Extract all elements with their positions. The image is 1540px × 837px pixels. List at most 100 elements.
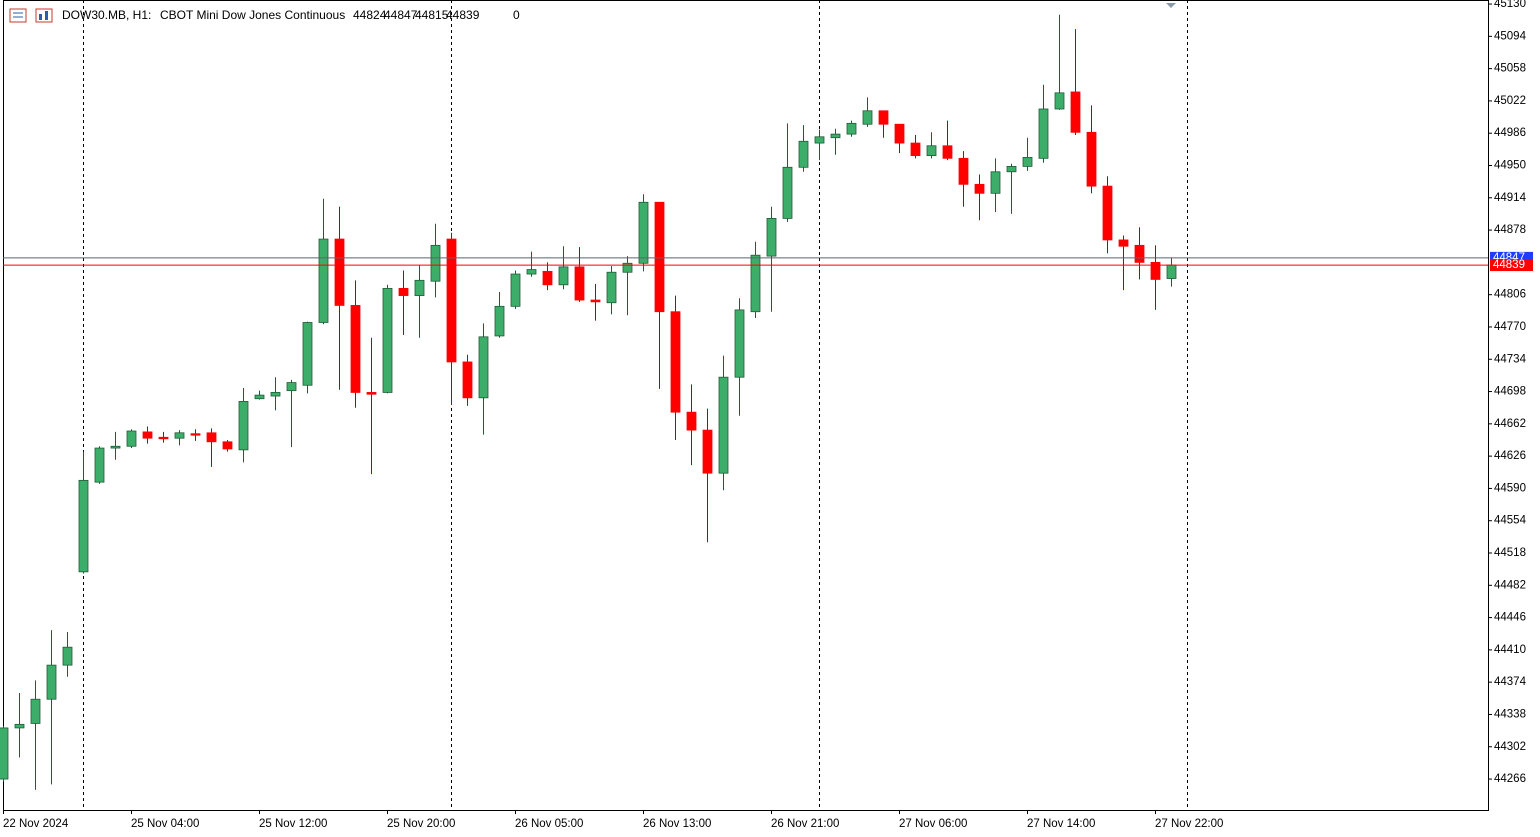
- candle-body: [558, 266, 569, 286]
- y-tick-label: 44806: [1494, 289, 1526, 301]
- candle-body: [334, 238, 345, 306]
- header-high: 44847: [384, 8, 418, 22]
- candle-body: [590, 299, 601, 303]
- y-tick-label: 44446: [1494, 612, 1526, 624]
- x-tick-label: 27 Nov 22:00: [1155, 818, 1223, 830]
- candle-body: [702, 429, 713, 474]
- candle-body: [958, 157, 969, 185]
- candle-body: [462, 361, 473, 399]
- candle-body: [174, 432, 185, 439]
- x-tick-label: 26 Nov 05:00: [515, 818, 583, 830]
- candle-body: [366, 392, 377, 395]
- icon: [39, 14, 42, 20]
- candle-body: [526, 269, 537, 275]
- y-tick-label: 44986: [1494, 127, 1526, 139]
- candle-body: [1006, 165, 1017, 173]
- x-tick-label: 27 Nov 14:00: [1027, 818, 1095, 830]
- candle-body: [1150, 261, 1161, 280]
- candle-body: [942, 145, 953, 159]
- bid-label: 44839: [1493, 259, 1525, 271]
- candle-body: [1070, 91, 1081, 133]
- candle-body: [782, 166, 793, 219]
- candle-body: [606, 271, 617, 304]
- candle-body: [894, 123, 905, 144]
- description: CBOT Mini Dow Jones Continuous: [160, 8, 345, 22]
- candle-body: [862, 110, 873, 125]
- candle-body: [1086, 131, 1097, 187]
- candle-body: [1166, 264, 1177, 279]
- candle-body: [158, 436, 169, 440]
- candle-body: [94, 447, 105, 483]
- candle-body: [1022, 157, 1033, 167]
- candle-body: [510, 273, 521, 307]
- candle-body: [0, 727, 9, 780]
- candle-body: [1102, 185, 1113, 241]
- candle-body: [750, 254, 761, 313]
- y-tick-label: 44482: [1494, 579, 1526, 591]
- candle-body: [718, 376, 729, 474]
- candle-body: [190, 433, 201, 436]
- x-tick-label: 25 Nov 20:00: [387, 818, 455, 830]
- candle-body: [238, 401, 249, 451]
- icon: [35, 8, 53, 23]
- candle-body: [990, 171, 1001, 194]
- candle-body: [382, 287, 393, 393]
- candle-body: [270, 392, 281, 397]
- y-tick-label: 44950: [1494, 160, 1526, 172]
- header-low: 44815: [415, 8, 449, 22]
- x-tick-label: 26 Nov 21:00: [771, 818, 839, 830]
- candle-body: [478, 336, 489, 399]
- icon: [45, 11, 48, 20]
- candle-body: [926, 145, 937, 157]
- candle-body: [910, 142, 921, 157]
- candle-body: [30, 698, 41, 724]
- candle-body: [126, 430, 137, 447]
- candle-body: [574, 266, 585, 301]
- candle-body: [286, 382, 297, 392]
- y-tick-label: 45022: [1494, 95, 1526, 107]
- candle-body: [1118, 239, 1129, 247]
- candle-body: [734, 309, 745, 378]
- y-tick-label: 44626: [1494, 450, 1526, 462]
- candle-body: [350, 305, 361, 393]
- candle-body: [830, 133, 841, 139]
- candle-body: [1054, 92, 1065, 110]
- y-tick-label: 44590: [1494, 482, 1526, 494]
- candle-body: [638, 201, 649, 264]
- candle-body: [670, 311, 681, 413]
- candle-body: [686, 411, 697, 431]
- header-open: 44824: [353, 8, 387, 22]
- x-tick-label: 22 Nov 2024: [3, 818, 69, 830]
- x-tick-label: 27 Nov 06:00: [899, 818, 967, 830]
- candle-body: [414, 279, 425, 296]
- candle-body: [206, 432, 217, 443]
- y-tick-label: 44878: [1494, 224, 1526, 236]
- icon: [9, 8, 27, 23]
- y-tick-label: 44698: [1494, 386, 1526, 398]
- y-tick-label: 44734: [1494, 353, 1527, 365]
- y-tick-label: 44302: [1494, 741, 1526, 753]
- candle-body: [798, 140, 809, 168]
- x-tick-label: 26 Nov 13:00: [643, 818, 711, 830]
- candle-body: [62, 646, 73, 666]
- candle-body: [222, 441, 233, 450]
- y-tick-label: 44662: [1494, 418, 1526, 430]
- x-tick-label: 25 Nov 12:00: [259, 818, 327, 830]
- candle-body: [14, 723, 25, 729]
- x-tick-label: 25 Nov 04:00: [131, 818, 199, 830]
- candle-body: [110, 445, 121, 449]
- y-tick-label: 44554: [1494, 515, 1527, 527]
- candle-body: [78, 479, 89, 573]
- candle-body: [542, 270, 553, 286]
- candle-body: [974, 183, 985, 194]
- symbol: DOW30.MB, H1:: [62, 8, 151, 22]
- shift-marker: [1166, 3, 1176, 8]
- candle-body: [254, 394, 265, 400]
- y-tick-label: 44266: [1494, 773, 1526, 785]
- y-tick-label: 44410: [1494, 644, 1526, 656]
- candle-body: [142, 431, 153, 439]
- plot-frame: [3, 0, 1489, 811]
